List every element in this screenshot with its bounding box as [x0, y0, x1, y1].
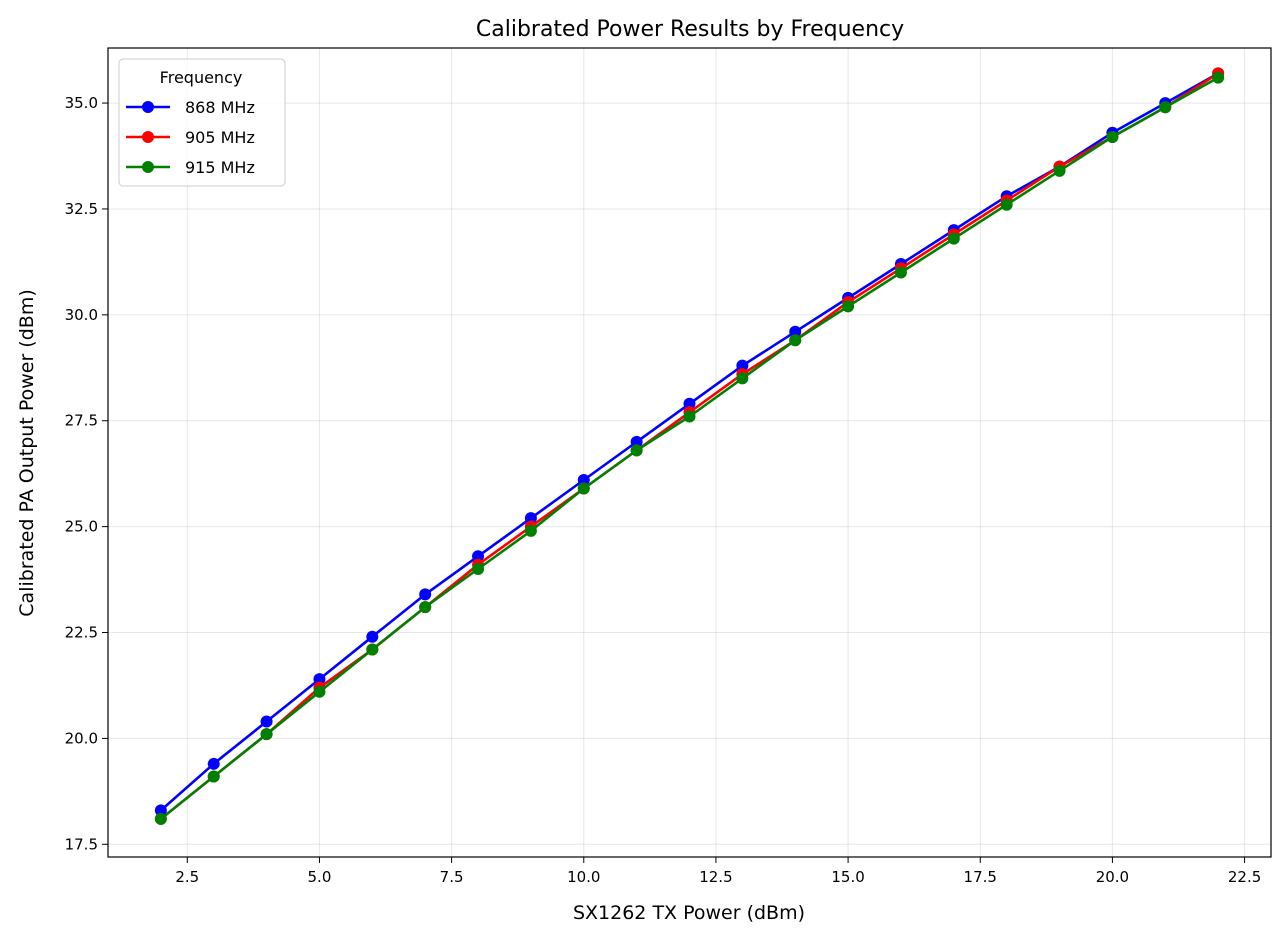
x-tick-label: 17.5 [964, 868, 997, 886]
x-tick-label: 5.0 [308, 868, 332, 886]
legend-marker [142, 101, 154, 113]
y-axis: 17.5 20.0 22.5 25.0 27.5 30.0 32.5 35.0 [65, 94, 108, 853]
data-point [207, 757, 220, 770]
legend-box [118, 58, 286, 187]
legend-title: Frequency [160, 68, 243, 87]
y-tick-label: 32.5 [65, 200, 98, 218]
x-tick-label: 2.5 [175, 868, 199, 886]
legend-marker [142, 131, 154, 143]
x-tick-label: 22.5 [1228, 868, 1261, 886]
legend-label: 915 MHz [185, 158, 255, 177]
data-point [1000, 198, 1013, 211]
plot-frame [107, 47, 1272, 858]
data-point [683, 397, 696, 410]
data-point [366, 643, 379, 656]
data-point [524, 512, 537, 525]
data-point [207, 770, 220, 783]
series-group [154, 67, 1225, 825]
data-point [577, 482, 590, 495]
y-tick-label: 30.0 [65, 306, 98, 324]
data-point [577, 474, 590, 487]
legend-label: 868 MHz [185, 98, 255, 117]
x-tick-label: 12.5 [699, 868, 732, 886]
x-tick-label: 7.5 [440, 868, 464, 886]
data-point [260, 728, 273, 741]
data-point [472, 550, 485, 563]
data-point [419, 601, 432, 614]
data-point [1106, 130, 1119, 143]
data-point [260, 715, 273, 728]
legend-item-868-mhz: 868 MHz [126, 98, 255, 117]
data-point [1053, 164, 1066, 177]
series-915-mhz [154, 71, 1225, 825]
legend-marker [142, 161, 154, 173]
legend-item-915-mhz: 915 MHz [126, 158, 255, 177]
y-tick-label: 22.5 [65, 624, 98, 642]
chart-title: Calibrated Power Results by Frequency [476, 17, 904, 42]
data-point [154, 804, 167, 817]
y-tick-label: 35.0 [65, 94, 98, 112]
data-point [366, 630, 379, 643]
data-point [736, 372, 749, 385]
data-point [630, 444, 643, 457]
data-point [894, 266, 907, 279]
data-point [789, 325, 802, 338]
data-point [154, 812, 167, 825]
data-point [736, 359, 749, 372]
data-point [313, 673, 326, 686]
x-axis-label: SX1262 TX Power (dBm) [573, 902, 805, 924]
y-tick-label: 20.0 [65, 729, 98, 747]
x-tick-label: 10.0 [567, 868, 600, 886]
y-axis-label: Calibrated PA Output Power (dBm) [16, 289, 38, 616]
data-point [419, 588, 432, 601]
legend-label: 905 MHz [185, 128, 255, 147]
data-point [524, 524, 537, 537]
x-tick-label: 15.0 [831, 868, 864, 886]
y-tick-label: 25.0 [65, 518, 98, 536]
y-tick-label: 17.5 [65, 835, 98, 853]
legend-item-905-mhz: 905 MHz [126, 128, 255, 147]
data-point [1159, 101, 1172, 114]
x-axis: 2.5 5.0 7.5 10.0 12.5 15.0 17.5 20.0 22.5 [175, 857, 1261, 886]
x-tick-label: 20.0 [1096, 868, 1129, 886]
data-point [683, 410, 696, 423]
data-point [789, 334, 802, 347]
data-point [947, 232, 960, 245]
series-868-mhz [154, 67, 1225, 817]
y-tick-label: 27.5 [65, 412, 98, 430]
data-point [630, 435, 643, 448]
data-point [1212, 71, 1225, 84]
data-point [842, 300, 855, 313]
data-point [472, 562, 485, 575]
data-point [313, 685, 326, 698]
series-905-mhz [154, 67, 1225, 825]
legend: Frequency 868 MHz 905 MHz 915 MHz [118, 58, 286, 187]
